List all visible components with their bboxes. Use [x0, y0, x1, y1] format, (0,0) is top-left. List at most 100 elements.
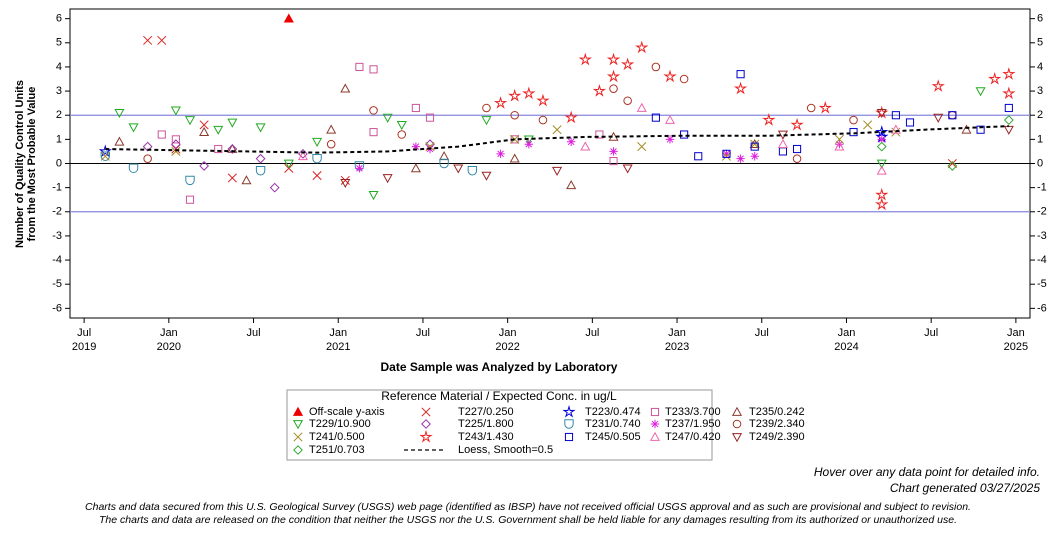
point [397, 130, 407, 139]
x-tick-year: 2023 [665, 341, 689, 353]
legend-label: T247/0.420 [665, 431, 721, 443]
legend-title: Reference Material / Expected Conc. in u… [381, 389, 617, 403]
point [663, 69, 677, 83]
point [100, 151, 110, 161]
point [933, 113, 944, 123]
legend-label: T251/0.703 [309, 444, 365, 456]
point [453, 164, 464, 174]
point [961, 124, 972, 134]
point [750, 152, 759, 161]
y-tick-label: -3 [52, 230, 62, 242]
point [396, 121, 407, 131]
legend-label: T239/2.340 [749, 418, 805, 430]
point [749, 138, 760, 149]
point [609, 157, 618, 166]
point [213, 125, 224, 135]
point [425, 142, 435, 152]
point [369, 106, 378, 115]
legend-item: T245/0.505 [564, 431, 641, 443]
point [875, 125, 889, 138]
y2-tick-label: -5 [1037, 278, 1047, 290]
disclaimer: Charts and data secured from this U.S. G… [85, 501, 971, 513]
point [157, 35, 167, 45]
point [792, 144, 802, 154]
point [411, 103, 420, 113]
point [877, 135, 886, 144]
y-tick-label: 6 [56, 13, 62, 25]
point [128, 123, 139, 133]
point [552, 166, 563, 176]
legend-label: T231/0.740 [585, 418, 641, 430]
y2-tick-label: 5 [1037, 37, 1043, 49]
point [410, 163, 421, 173]
point [651, 62, 661, 72]
point [355, 62, 364, 72]
point [369, 65, 378, 74]
y2-tick-label: -2 [1037, 206, 1047, 218]
x-tick-year: 2019 [72, 341, 96, 353]
point [199, 120, 209, 130]
legend-label: T223/0.474 [585, 406, 641, 418]
point [595, 130, 604, 139]
y-tick-label: -6 [52, 302, 62, 314]
y2-tick-label: 3 [1037, 85, 1043, 97]
y2-tick-label: 2 [1037, 109, 1043, 121]
y-tick-label: -1 [52, 182, 62, 194]
x-tick-label: Jan [668, 327, 686, 339]
point [750, 142, 759, 151]
point [988, 72, 1002, 85]
point [609, 84, 618, 93]
point [976, 125, 985, 134]
legend-item: T225/1.800 [421, 418, 514, 430]
y-tick-label: 2 [56, 109, 62, 121]
legend-item: T243/1.430 [419, 430, 514, 443]
legend-swatch [649, 431, 661, 441]
point [227, 118, 238, 128]
point [269, 182, 280, 193]
point [777, 138, 788, 149]
point [369, 128, 378, 137]
point [98, 144, 112, 158]
legend-item: T231/0.740 [564, 418, 641, 430]
x-tick-label: Jan [329, 327, 347, 339]
generated-note: Chart generated 03/27/2025 [890, 481, 1040, 495]
point [522, 86, 536, 100]
point [214, 144, 223, 154]
point [750, 139, 760, 149]
point [876, 141, 887, 152]
point [1002, 86, 1016, 100]
point [947, 158, 957, 169]
legend-label: T241/0.500 [309, 431, 365, 443]
point [241, 175, 252, 185]
x-tick-label: Jan [160, 327, 178, 339]
y-tick-label: -4 [52, 254, 62, 266]
point [382, 174, 393, 184]
point [592, 84, 607, 97]
legend-swatch [419, 430, 433, 443]
point [496, 149, 505, 159]
y-tick-label: 3 [56, 85, 62, 97]
legend-item: T251/0.703 [293, 444, 365, 456]
point [439, 158, 449, 169]
point [482, 103, 491, 113]
point [947, 161, 958, 171]
point [578, 52, 592, 66]
point [312, 171, 322, 181]
point [635, 40, 649, 54]
point [312, 137, 323, 148]
point [849, 115, 858, 125]
y2-tick-label: -6 [1037, 302, 1047, 314]
point [199, 161, 210, 171]
point [835, 139, 844, 149]
point [664, 114, 676, 124]
x-tick-label: Jan [838, 327, 856, 339]
point [736, 154, 745, 163]
point [651, 113, 660, 122]
point [114, 108, 125, 119]
point [340, 175, 350, 185]
point [736, 70, 745, 79]
x-tick-year: 2025 [1004, 341, 1028, 353]
legend-label: T245/0.505 [585, 431, 641, 443]
legend-swatch [293, 432, 303, 442]
point [806, 103, 816, 113]
